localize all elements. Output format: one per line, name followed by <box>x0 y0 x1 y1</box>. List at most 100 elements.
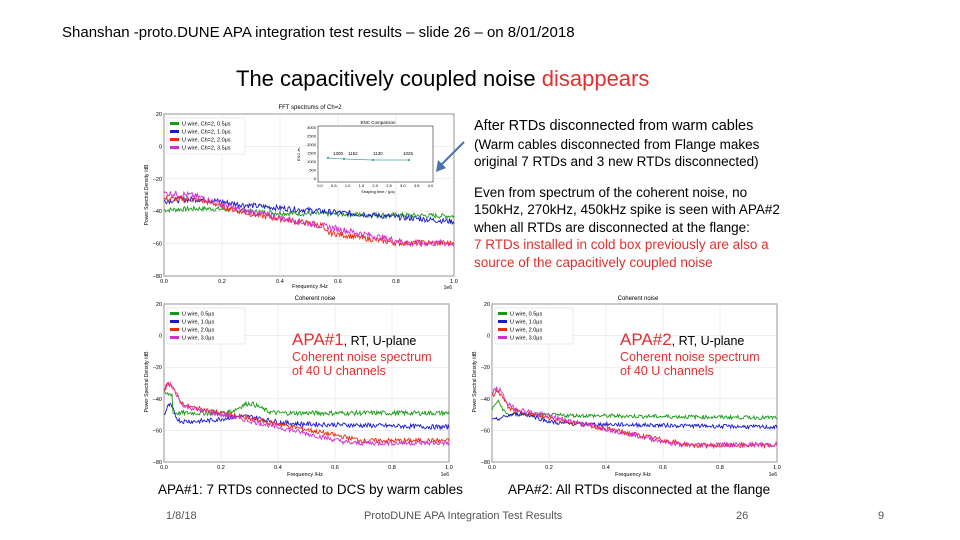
note-p1-l3: original 7 RTDs and 3 new RTDs disconnec… <box>474 154 759 169</box>
br-xtick: 0.6 <box>659 465 667 471</box>
bl-legend-swatch <box>170 328 179 331</box>
title-main: The capacitively coupled noise <box>236 66 542 91</box>
br-xtick: 0.0 <box>488 465 496 471</box>
br-xtick: 1.0 <box>773 465 781 471</box>
inset-xtick: 2.5 <box>386 183 392 188</box>
br-legend-swatch <box>498 312 507 315</box>
tp-xtick: 1.0 <box>450 279 458 285</box>
tp-ytick: −60 <box>153 242 162 248</box>
tp-xtick: 0.4 <box>276 279 284 285</box>
tp-legend-box <box>166 117 246 155</box>
note-p2-l2: 150kHz, 270kHz, 450kHz spike is seen wit… <box>474 202 780 217</box>
inset-title: ENC Comparison <box>360 120 396 125</box>
footer-page-a: 26 <box>736 510 749 522</box>
br-legend-label: U wire, 3.0μs <box>510 336 542 342</box>
top-fft-plot: FFT spectrums of Ch=2 20 0 −20 −40 −60 −80 0.… <box>140 102 465 298</box>
inset-ytick: 500 <box>309 168 316 173</box>
tp-legend-label: U wire, Ch=2, 1.0μs <box>182 130 231 136</box>
apa1-label: APA#1, RT, U-plane Coherent noise spectr… <box>292 330 432 378</box>
tp-legend-swatch <box>170 122 179 125</box>
br-legend-swatch <box>498 328 507 331</box>
tp-ytick: −80 <box>153 274 162 280</box>
enc-inset: ENC Comparison 300025002000150010005000 … <box>296 120 434 194</box>
br-legend-swatch <box>498 320 507 323</box>
inset-ytick: 2500 <box>307 134 317 139</box>
br-plot-title: Coherent noise <box>618 296 659 302</box>
note-p2-l5: source of the capacitively coupled noise <box>474 254 713 270</box>
apa2-line2: Coherent noise spectrum <box>620 350 760 364</box>
tp-xtick: 0.8 <box>392 279 400 285</box>
inset-point-3: 1130 <box>373 151 383 156</box>
bl-xtick: 0.6 <box>331 465 339 471</box>
inset-xtick: 2.0 <box>372 183 378 188</box>
tp-ytick: −40 <box>153 209 162 215</box>
inset-ytick: 2000 <box>307 142 317 147</box>
br-ytick: 20 <box>484 302 490 308</box>
top-plot-xexp: 1e6 <box>444 285 453 291</box>
bl-plot-xexp: 1e6 <box>441 472 450 478</box>
apa1-coherent-plot: Coherent noise 20 0 −20 −40 −60 −80 0.0 0.2 0.4… <box>140 292 458 482</box>
caption-right: APA#2: All RTDs disconnected at the flan… <box>508 482 771 497</box>
tp-xtick: 0.2 <box>218 279 226 285</box>
inset-ytick: 3000 <box>307 125 317 130</box>
tp-curve-4 <box>163 190 455 248</box>
apa2-coherent-plot: Coherent noise 20 0 −20 −40 −60 −80 0.0 0.2 0.4… <box>468 292 786 482</box>
inset-point-2: 1152 <box>348 151 358 156</box>
inset-xtick: 3.5 <box>414 183 420 188</box>
br-ytick: −20 <box>481 365 490 371</box>
tp-legend-swatch <box>170 138 179 141</box>
apa1-line3-pre: of <box>292 364 306 378</box>
br-curve-4 <box>491 385 778 449</box>
tp-ytick: 0 <box>159 144 162 150</box>
bl-legend-swatch <box>170 312 179 315</box>
br-ytick: −60 <box>481 428 490 434</box>
bl-ytick: −60 <box>153 428 162 434</box>
inset-xtick: 4.0 <box>428 183 434 188</box>
apa2-line3-num: 40 <box>633 364 648 378</box>
note-p2-l4: 7 RTDs installed in cold box previously … <box>474 237 769 252</box>
inset-xtick: 0.0 <box>317 183 323 188</box>
arrow-to-inset <box>436 141 465 172</box>
br-ytick: 0 <box>487 334 490 340</box>
br-xtick: 0.4 <box>602 465 610 471</box>
inset-ytick: 0 <box>314 176 317 181</box>
inset-ylabel: ENC /e- <box>296 146 301 161</box>
bl-legend-swatch <box>170 320 179 323</box>
note-p1-l1: After RTDs disconnected from warm cables <box>474 118 754 134</box>
bl-xtick: 0.8 <box>388 465 396 471</box>
bl-legend-box <box>166 307 246 345</box>
bl-xtick: 0.0 <box>160 465 168 471</box>
br-legend-label: U wire, 2.0μs <box>510 328 542 334</box>
footer-page-b: 9 <box>878 510 885 522</box>
bl-legend-label: U wire, 1.0μs <box>182 320 214 326</box>
br-legend-label: U wire, 1.0μs <box>510 320 542 326</box>
br-ytick: −40 <box>481 397 490 403</box>
br-plot-ylabel: Power Spectral Density /dB <box>472 351 478 413</box>
inset-xtick: 1.0 <box>345 183 351 188</box>
note-p2-l1: Even from spectrum of the coherent noise… <box>474 184 748 200</box>
tp-xtick: 0.6 <box>334 279 342 285</box>
bl-ytick: 20 <box>156 302 162 308</box>
inset-ytick: 1000 <box>307 159 317 164</box>
top-plot-ylabel: Power Spectral Density /dB <box>144 164 150 226</box>
top-plot-xlabel: Frequency /Hz <box>292 284 328 290</box>
title-highlight: disappears <box>541 66 650 91</box>
apa1-line2: Coherent noise spectrum <box>292 350 432 364</box>
bl-curve-3 <box>163 381 450 445</box>
bl-legend-swatch <box>170 336 179 339</box>
inset-point-4: 1025 <box>403 151 414 156</box>
note-p2-l3: when all RTDs are disconnected at the fl… <box>474 219 750 235</box>
bl-legend-label: U wire, 2.0μs <box>182 328 214 334</box>
tp-legend-swatch <box>170 130 179 133</box>
slide-title: The capacitively coupled noise disappear… <box>236 66 649 92</box>
bl-legend-label: U wire, 3.0μs <box>182 336 214 342</box>
apa1-line3-num: 40 <box>305 364 320 378</box>
apa2-suffix: , RT, U-plane <box>671 334 745 348</box>
bl-plot-title: Coherent noise <box>295 296 336 302</box>
br-ytick: −80 <box>481 460 490 466</box>
tp-legend-label: U wire, Ch=2, 2.0μs <box>182 138 231 144</box>
inset-xtick: 0.5 <box>331 183 337 188</box>
apa1-name: APA#1 <box>292 330 344 349</box>
tp-ytick: −20 <box>153 177 162 183</box>
bl-xtick: 0.2 <box>217 465 225 471</box>
